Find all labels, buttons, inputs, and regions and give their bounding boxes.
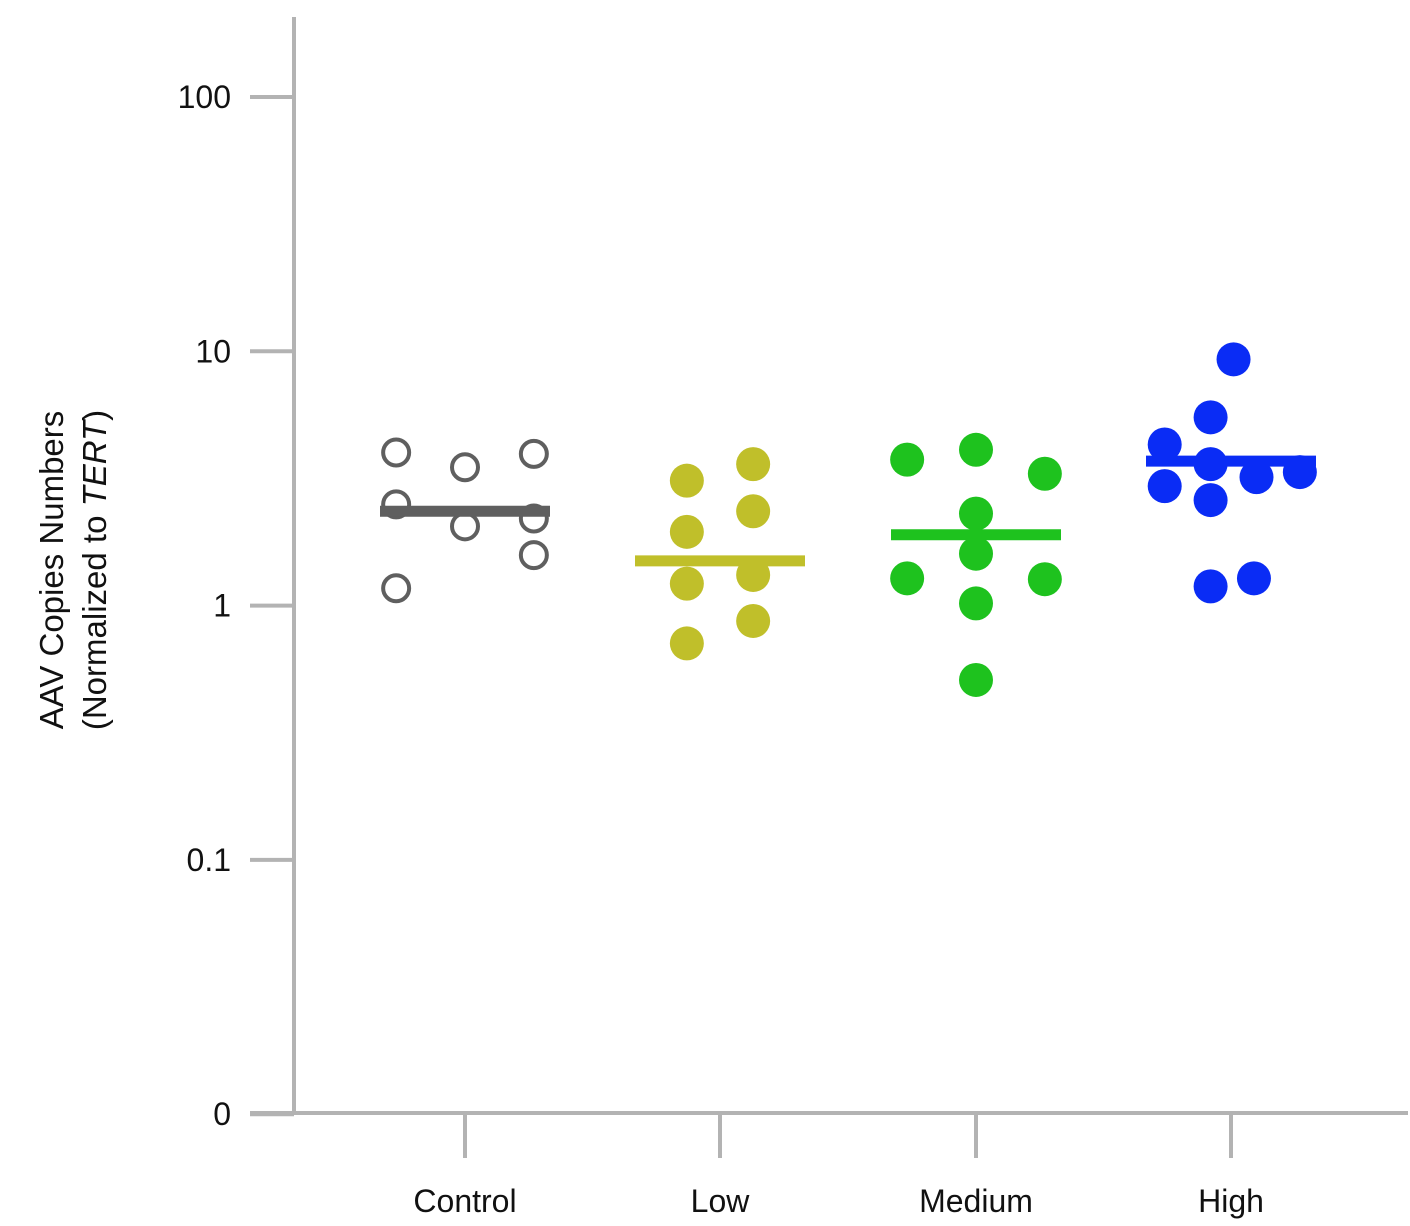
y-tick-label: 1 [213, 588, 231, 624]
x-tick-label: Control [413, 1183, 516, 1219]
data-point [959, 586, 993, 621]
data-point [669, 626, 704, 661]
series-high [1146, 342, 1317, 604]
data-point [959, 432, 993, 467]
data-point [1193, 569, 1228, 604]
y-axis-title-line1: AAV Copies Numbers [33, 411, 70, 730]
y-axis-title-italic: TERT [76, 418, 113, 506]
data-point [381, 489, 412, 520]
x-ticks: Control Low Medium High [413, 1113, 1264, 1219]
data-point [450, 452, 480, 483]
data-point [1239, 460, 1274, 495]
y-axis-title-suffix: ) [76, 410, 113, 421]
y-axis-title: AAV Copies Numbers (Normalized to TERT) [33, 410, 113, 730]
data-point [1147, 427, 1182, 462]
data-point [736, 557, 771, 592]
x-tick-label: High [1198, 1183, 1264, 1219]
data-point [669, 566, 704, 601]
data-point [518, 438, 549, 469]
y-ticks: 0 0.1 1 10 100 [178, 79, 294, 1132]
data-point [1193, 483, 1228, 518]
y-axis-title-line2: (Normalized to TERT) [76, 410, 113, 730]
data-marks [380, 342, 1317, 697]
data-point [890, 561, 925, 596]
y-tick-label: 100 [178, 79, 231, 115]
data-point [736, 447, 771, 482]
data-point [1147, 469, 1182, 504]
x-tick-label: Low [691, 1183, 751, 1219]
data-point [1027, 562, 1062, 597]
data-point [736, 494, 771, 529]
y-tick-label: 0 [213, 1096, 231, 1132]
y-tick-label: 10 [195, 333, 231, 369]
data-point [518, 540, 549, 571]
data-point [736, 603, 771, 638]
series-control [380, 437, 550, 604]
series-low [635, 447, 805, 661]
y-axis-title-prefix: (Normalized to [76, 506, 113, 730]
data-point [450, 511, 480, 542]
data-point [518, 503, 549, 534]
data-point [1027, 456, 1062, 491]
y-tick-label: 0.1 [187, 842, 231, 878]
series-medium [890, 432, 1062, 697]
data-point [1216, 342, 1251, 377]
data-point [1193, 400, 1228, 435]
data-point [381, 573, 412, 604]
data-point [959, 662, 993, 697]
data-point [669, 514, 704, 549]
data-point [959, 536, 993, 571]
data-point [381, 437, 412, 468]
data-point [669, 463, 704, 498]
data-point [890, 442, 925, 477]
data-point [1236, 561, 1271, 596]
data-point [959, 496, 993, 531]
x-tick-label: Medium [919, 1183, 1033, 1219]
